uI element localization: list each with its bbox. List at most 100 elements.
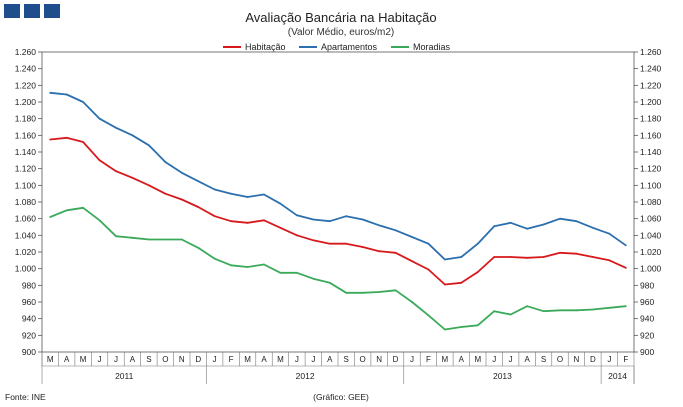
data-point-apartamentos — [115, 126, 117, 129]
x-tick-label: M — [80, 355, 87, 364]
series-line-moradias — [49, 206, 626, 331]
y-tick-label: 1.080 — [15, 197, 37, 207]
y-tick-label-right: 1.100 — [640, 180, 662, 190]
data-point-moradias — [49, 216, 52, 218]
data-point-habitacao — [526, 256, 529, 259]
data-point-habitacao — [361, 246, 364, 248]
data-point-moradias — [411, 301, 413, 303]
x-axis: M A M J J A S O N D J F M A M J J A S O N D J F M A M J J A S O N D J F2011… — [41, 352, 635, 384]
data-point-apartamentos — [542, 223, 545, 226]
data-point-habitacao — [345, 242, 348, 245]
data-point-apartamentos — [65, 93, 68, 96]
data-point-apartamentos — [526, 227, 529, 230]
y-tick-label: 960 — [22, 297, 36, 307]
data-point-moradias — [164, 238, 167, 241]
data-point-moradias — [361, 291, 364, 294]
data-point-moradias — [230, 264, 233, 267]
data-point-apartamentos — [230, 192, 233, 195]
data-point-habitacao — [509, 256, 512, 258]
data-point-habitacao — [559, 251, 561, 254]
y-tick-label: 1.040 — [15, 230, 37, 240]
y-tick-label: 1.260 — [15, 47, 37, 57]
x-tick-label: D — [393, 355, 399, 364]
data-point-apartamentos — [411, 236, 413, 238]
data-point-habitacao — [312, 239, 315, 242]
x-tick-label: N — [376, 355, 382, 364]
plot-frame — [41, 51, 635, 353]
y-tick-label: 1.120 — [15, 164, 37, 174]
y-tick-label: 900 — [22, 347, 36, 357]
data-point-moradias — [509, 313, 512, 316]
data-point-apartamentos — [82, 101, 85, 103]
data-point-apartamentos — [361, 218, 364, 221]
x-tick-label: O — [360, 355, 366, 364]
data-point-moradias — [591, 308, 594, 311]
data-point-moradias — [246, 266, 249, 268]
source-note: Fonte: INE — [5, 392, 46, 402]
data-point-habitacao — [246, 221, 249, 224]
plot-area — [41, 51, 635, 353]
x-tick-label: O — [162, 355, 168, 364]
data-point-habitacao — [180, 198, 183, 201]
data-point-apartamentos — [131, 134, 134, 137]
data-point-habitacao — [230, 220, 233, 223]
data-point-moradias — [378, 291, 381, 293]
data-point-apartamentos — [443, 258, 446, 261]
x-tick-label: J — [492, 355, 496, 364]
y-tick-label-right: 1.240 — [640, 64, 662, 74]
y-tick-label: 1.060 — [15, 214, 37, 224]
x-tick-label: M — [47, 355, 54, 364]
data-point-apartamentos — [197, 180, 200, 183]
y-tick-label: 920 — [22, 330, 36, 340]
data-point-apartamentos — [460, 256, 463, 258]
series-line-apartamentos — [50, 91, 627, 261]
brand-logo — [4, 4, 60, 18]
data-point-apartamentos — [624, 244, 627, 247]
data-point-moradias — [394, 289, 397, 292]
data-point-apartamentos — [378, 224, 381, 227]
y-tick-label: 1.020 — [15, 247, 37, 257]
data-point-moradias — [559, 309, 561, 312]
data-point-moradias — [65, 209, 68, 212]
data-point-moradias — [98, 219, 101, 222]
data-point-apartamentos — [180, 171, 183, 174]
data-point-moradias — [476, 324, 479, 327]
x-tick-label: N — [574, 355, 580, 364]
y-tick-label: 940 — [22, 314, 36, 324]
y-tick-label-right: 1.040 — [640, 230, 662, 240]
data-point-moradias — [213, 257, 216, 260]
x-tick-label: A — [459, 355, 465, 364]
data-point-moradias — [575, 309, 578, 312]
data-point-habitacao — [115, 170, 117, 173]
y-tick-label-right: 1.200 — [640, 97, 662, 107]
data-point-moradias — [345, 291, 348, 294]
y-tick-label-right: 920 — [640, 330, 654, 340]
legend-label-apartamentos: Apartamentos — [321, 42, 378, 52]
data-point-moradias — [131, 236, 134, 239]
x-tick-label: S — [541, 355, 546, 364]
y-tick-label: 1.100 — [15, 180, 37, 190]
data-point-moradias — [624, 305, 627, 308]
year-label: 2014 — [608, 371, 627, 381]
x-tick-label: M — [277, 355, 284, 364]
year-label: 2013 — [493, 371, 512, 381]
credit-note: (Gráfico: GEE) — [313, 392, 369, 402]
data-point-habitacao — [460, 281, 463, 284]
data-point-moradias — [197, 246, 200, 249]
data-point-moradias — [526, 305, 529, 308]
y-tick-label-right: 1.080 — [640, 197, 662, 207]
data-point-apartamentos — [49, 91, 52, 94]
data-point-moradias — [180, 238, 183, 241]
y-tick-label-right: 900 — [640, 347, 654, 357]
data-point-habitacao — [542, 256, 545, 258]
data-point-habitacao — [197, 206, 200, 208]
data-point-moradias — [427, 314, 430, 317]
y-tick-label-right: 1.140 — [640, 147, 662, 157]
x-tick-label: M — [244, 355, 251, 364]
data-point-moradias — [542, 310, 545, 313]
y-tick-label: 1.240 — [15, 64, 37, 74]
series-habitacao — [49, 136, 627, 286]
data-point-apartamentos — [509, 221, 512, 224]
x-tick-label: A — [524, 355, 530, 364]
x-tick-label: M — [474, 355, 481, 364]
